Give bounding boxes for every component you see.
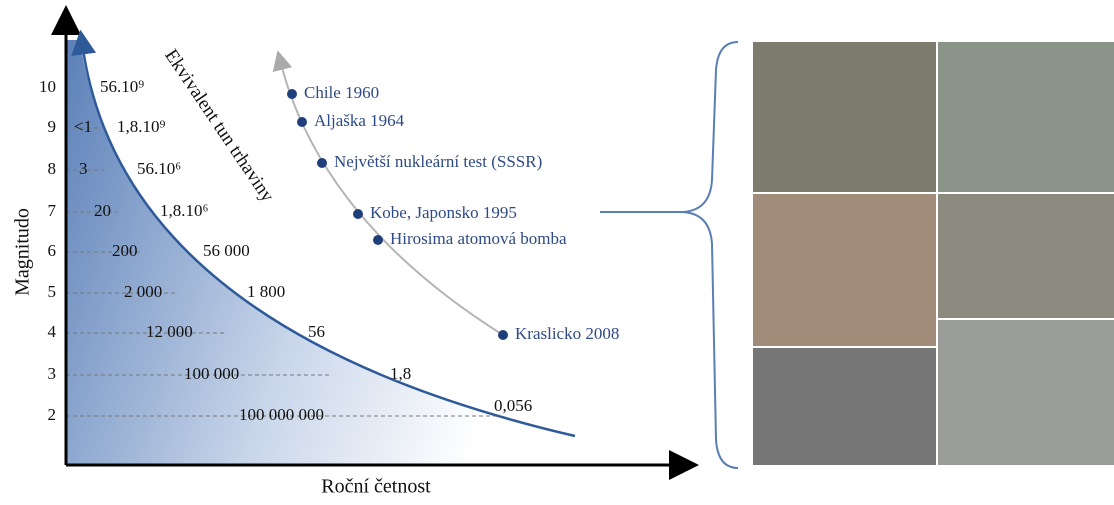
event-dot [498, 330, 508, 340]
frequency-label: 200 [112, 241, 138, 260]
energy-label: 56 000 [203, 241, 250, 260]
photo [753, 42, 936, 192]
y-tick-label: 5 [48, 282, 57, 301]
event-label: Největší nukleární test (SSSR) [334, 152, 542, 171]
energy-label: 56.10⁹ [100, 77, 144, 96]
photo [938, 42, 1114, 192]
frequency-label: 2 000 [124, 282, 162, 301]
event-label: Kraslicko 2008 [515, 324, 619, 343]
frequency-label: 20 [94, 201, 111, 220]
event-dot [297, 117, 307, 127]
curve-label: Ekvivalent tun trhaviny [160, 45, 278, 206]
y-tick-label: 6 [48, 241, 57, 260]
event-label: Kobe, Japonsko 1995 [370, 203, 517, 222]
y-tick-label: 4 [48, 322, 57, 341]
photo [753, 194, 936, 346]
frequency-label: 100 000 [184, 364, 239, 383]
event-label: Hirosima atomová bomba [390, 229, 567, 248]
photo-grid [753, 42, 1114, 465]
y-tick-label: 10 [39, 77, 56, 96]
brace [600, 41, 739, 469]
event-dot [317, 158, 327, 168]
energy-label: 1,8 [390, 364, 411, 383]
energy-curve [71, 29, 576, 438]
energy-label: 56 [308, 322, 325, 341]
event-dot [373, 235, 383, 245]
y-tick-label: 9 [48, 117, 57, 136]
energy-label: 1 800 [247, 282, 285, 301]
event-dot [287, 89, 297, 99]
y-tick-label: 2 [48, 405, 57, 424]
event-label: Chile 1960 [304, 83, 379, 102]
frequency-label: 3 [79, 159, 88, 178]
y-tick-label: 7 [48, 201, 57, 220]
y-tick-label: 3 [48, 364, 57, 383]
x-axis-label: Roční četnost [321, 476, 431, 498]
energy-label: 56.10⁶ [137, 159, 181, 178]
event-label: Aljaška 1964 [314, 111, 405, 130]
energy-label: 1,8.10⁹ [117, 117, 166, 136]
frequency-label: 100 000 000 [239, 405, 324, 424]
y-tick-label: 8 [48, 159, 57, 178]
y-axis-label: Magnitudo [12, 208, 34, 296]
energy-label: 1,8.10⁶ [160, 201, 209, 220]
energy-label: 0,056 [494, 396, 532, 415]
photo [938, 320, 1114, 465]
event-dot [353, 209, 363, 219]
event-curve [272, 50, 504, 336]
frequency-label: 12 000 [146, 322, 193, 341]
frequency-label: <1 [74, 117, 92, 136]
photo [753, 348, 936, 465]
area-fill [66, 40, 575, 465]
photo [938, 194, 1114, 318]
